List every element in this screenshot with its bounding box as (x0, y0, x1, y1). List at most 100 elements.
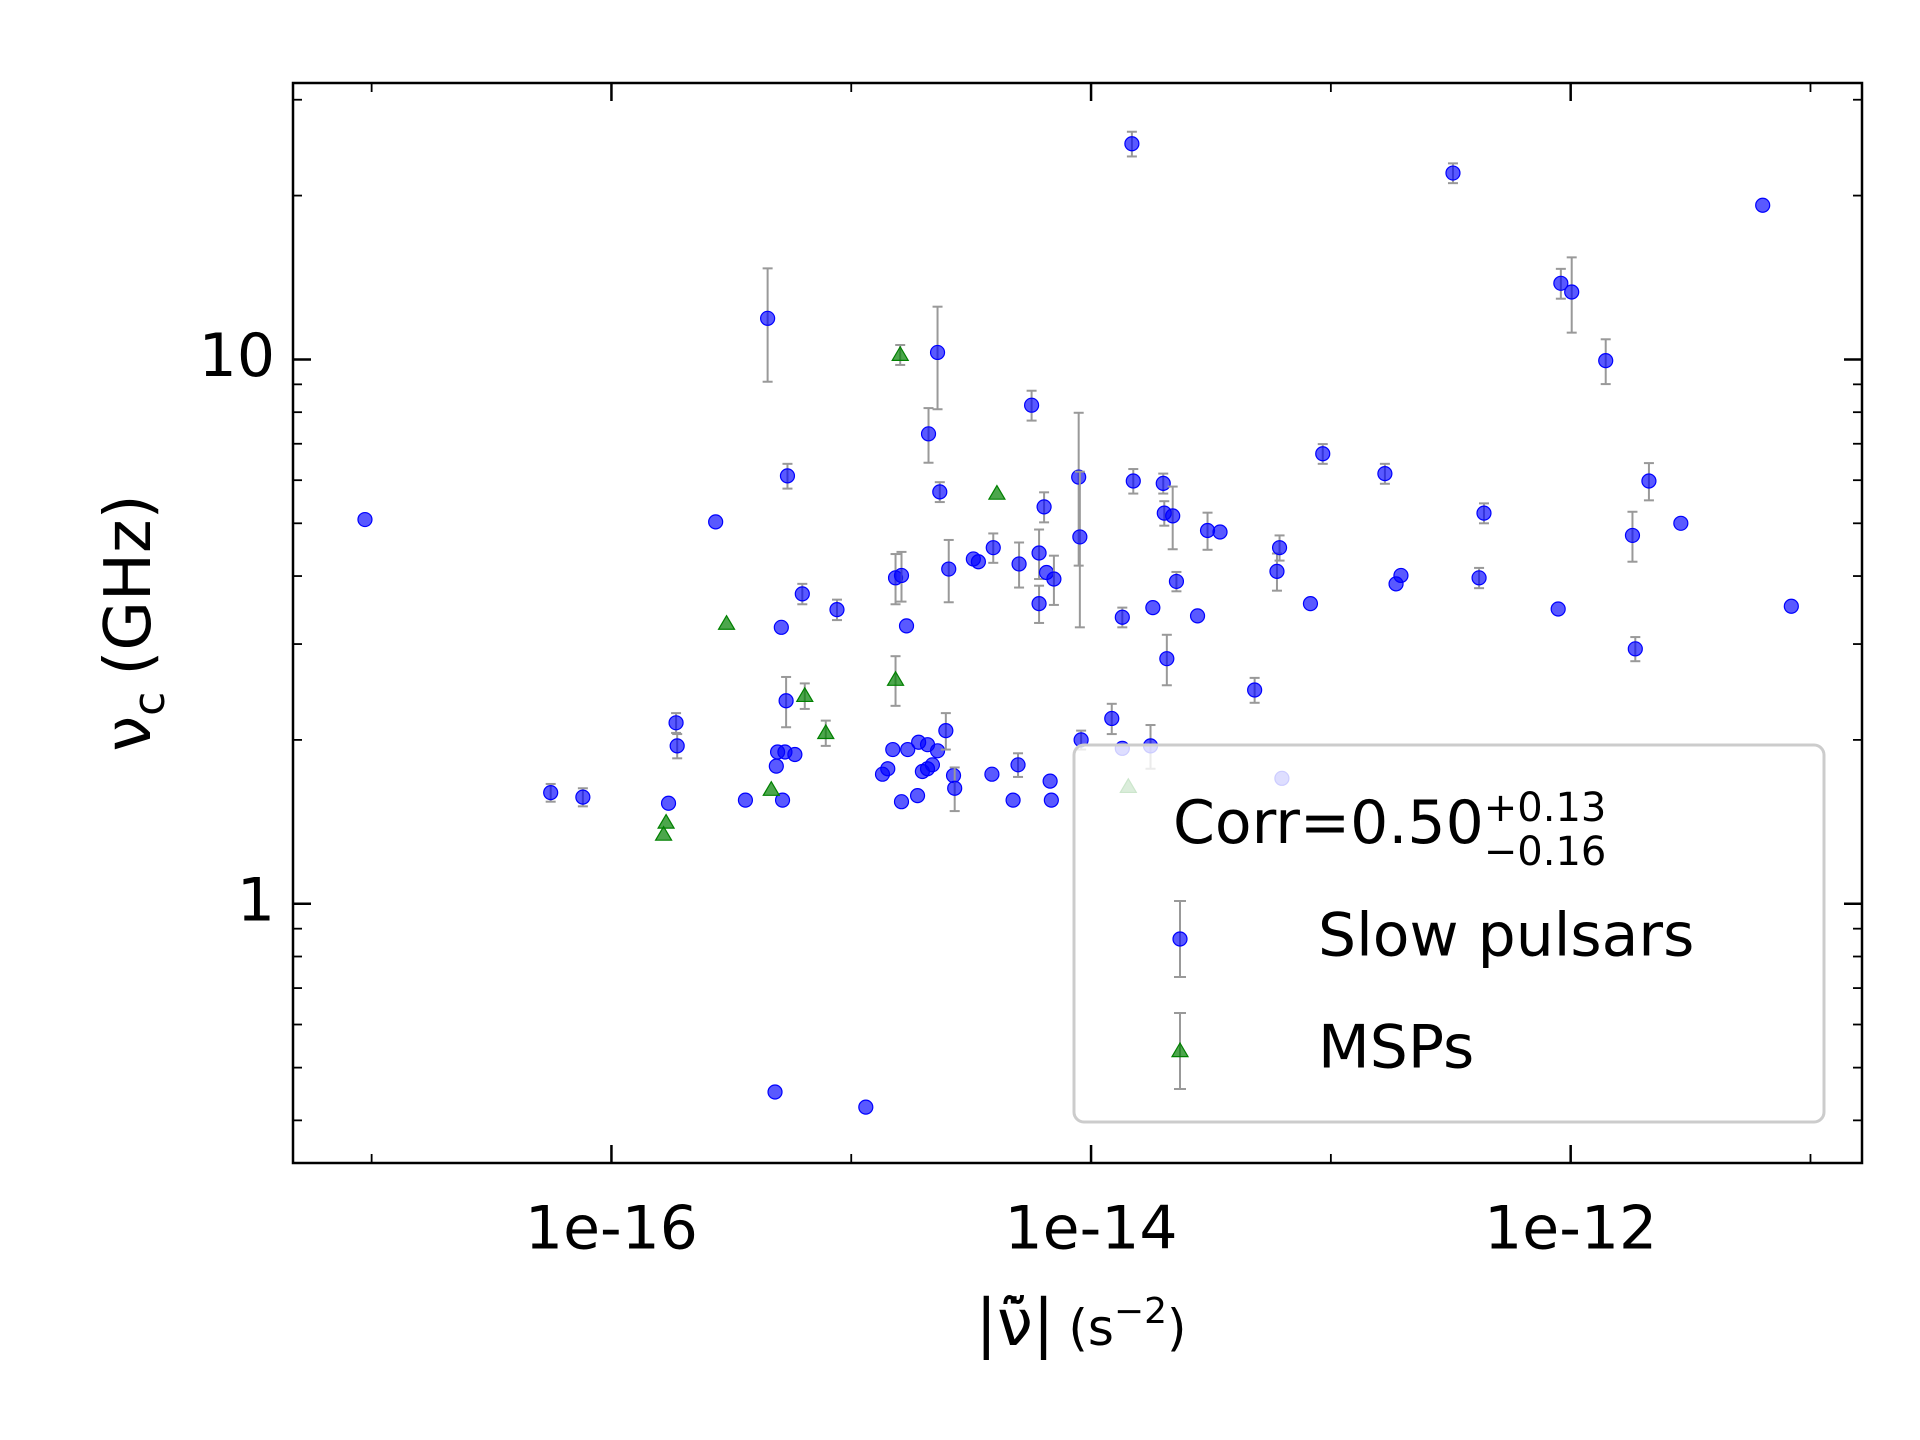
marker (1269, 563, 1285, 579)
marker (762, 780, 781, 796)
marker (654, 825, 673, 841)
marker (1031, 595, 1047, 612)
marker (1641, 473, 1657, 489)
legend-label: MSPs (1318, 1013, 1474, 1083)
marker (1011, 556, 1027, 572)
legend: Corr=0.50+0.13 −0.16 Slow pulsars MSPs (1072, 743, 1826, 1124)
plot-frame (291, 81, 1864, 1165)
marker (1247, 682, 1263, 698)
marker (893, 567, 910, 584)
marker (880, 761, 896, 777)
marker (1072, 529, 1088, 545)
marker (1377, 465, 1393, 482)
marker (1124, 136, 1140, 152)
marker (932, 484, 948, 500)
y-tick-label: 1 (237, 865, 275, 935)
marker (900, 741, 916, 758)
marker (898, 618, 915, 634)
x-label-symbol: |ν̃̇| (975, 1287, 1054, 1361)
marker (795, 686, 814, 703)
marker (1165, 508, 1181, 524)
x-label-unit-close: ) (1167, 1299, 1187, 1357)
marker (920, 426, 937, 442)
marker (357, 511, 373, 528)
marker (1114, 609, 1130, 625)
marker (885, 741, 901, 758)
y-axis-label: νc (GHz) (92, 494, 175, 751)
marker (773, 619, 789, 635)
marker (909, 788, 926, 804)
legend-box (1072, 743, 1826, 1124)
marker (1168, 573, 1185, 590)
marker (938, 723, 954, 739)
marker (1471, 570, 1487, 586)
marker (1005, 792, 1021, 808)
legend-label: Slow pulsars (1318, 901, 1694, 971)
marker (984, 766, 1000, 782)
x-tick-label: 1e-14 (1005, 1194, 1178, 1264)
marker (660, 795, 677, 811)
marker (1553, 275, 1569, 291)
marker (774, 792, 791, 808)
marker (1302, 595, 1319, 612)
marker (787, 746, 803, 763)
y-label-symbol: ν (92, 716, 166, 752)
legend-title-upper: +0.13 (1484, 785, 1607, 831)
x-tick-label: 1e-12 (1484, 1194, 1657, 1264)
x-label-unit: (s (1068, 1299, 1114, 1357)
marker (891, 345, 910, 361)
marker (893, 794, 910, 810)
marker (829, 602, 845, 618)
marker (737, 792, 754, 808)
marker (1271, 540, 1288, 556)
marker (669, 738, 685, 754)
legend-marker (1170, 1041, 1190, 1058)
marker (1564, 284, 1580, 300)
marker (1155, 475, 1171, 491)
marker (941, 561, 957, 577)
marker (708, 514, 724, 530)
marker (1189, 608, 1206, 624)
marker (970, 554, 986, 570)
marker (1145, 600, 1161, 616)
marker (1393, 567, 1409, 584)
x-axis-label: |ν̃̇| (s−2) (975, 1287, 1186, 1361)
legend-title-main: Corr=0.50 (1173, 788, 1484, 858)
marker (1199, 522, 1216, 539)
y-label-subscript: c (124, 692, 175, 716)
marker (1212, 524, 1228, 540)
marker (816, 723, 835, 740)
x-label-exponent: −2 (1114, 1291, 1167, 1332)
marker (1010, 757, 1026, 773)
marker (929, 743, 946, 759)
marker (1071, 469, 1087, 485)
marker (1023, 397, 1040, 413)
marker (1627, 641, 1643, 657)
marker (1755, 197, 1771, 213)
marker (987, 484, 1006, 500)
marker (668, 715, 684, 731)
marker (778, 693, 794, 709)
marker (543, 785, 559, 801)
y-label-unit: (GHz) (92, 494, 166, 675)
legend-marker (1172, 931, 1188, 947)
marker (1315, 446, 1331, 462)
marker (657, 813, 676, 829)
marker (985, 540, 1001, 556)
marker (1624, 527, 1641, 544)
marker (1550, 601, 1566, 617)
marker (1125, 473, 1141, 489)
marker (1036, 499, 1052, 515)
marker (1046, 571, 1062, 587)
legend-title-lower: −0.16 (1484, 829, 1607, 875)
x-tick-label: 1e-16 (525, 1194, 698, 1264)
marker (1673, 515, 1689, 531)
marker (886, 670, 905, 686)
marker (794, 586, 810, 602)
marker (760, 310, 776, 326)
marker (1598, 353, 1614, 369)
marker (929, 344, 946, 361)
marker (1445, 165, 1461, 181)
marker (945, 767, 962, 784)
